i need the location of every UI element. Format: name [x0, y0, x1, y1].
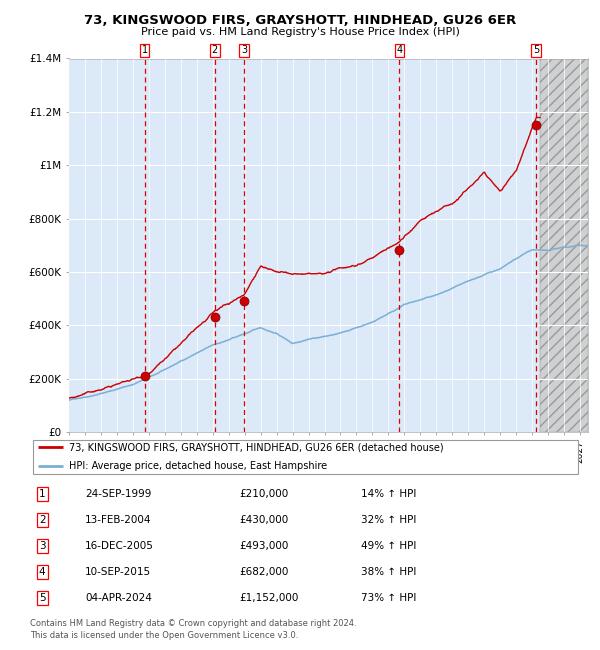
Text: Price paid vs. HM Land Registry's House Price Index (HPI): Price paid vs. HM Land Registry's House …	[140, 27, 460, 37]
Bar	[540, 58, 588, 432]
Text: £430,000: £430,000	[240, 515, 289, 525]
Text: £682,000: £682,000	[240, 567, 289, 577]
Text: 3: 3	[39, 541, 46, 551]
Text: HPI: Average price, detached house, East Hampshire: HPI: Average price, detached house, East…	[68, 461, 327, 471]
Text: 3: 3	[241, 46, 247, 55]
Text: 13-FEB-2004: 13-FEB-2004	[85, 515, 152, 525]
Text: 2: 2	[39, 515, 46, 525]
Text: 14% ↑ HPI: 14% ↑ HPI	[361, 489, 416, 499]
Text: Contains HM Land Registry data © Crown copyright and database right 2024.: Contains HM Land Registry data © Crown c…	[30, 619, 356, 628]
Text: 1: 1	[39, 489, 46, 499]
Text: 24-SEP-1999: 24-SEP-1999	[85, 489, 152, 499]
Text: This data is licensed under the Open Government Licence v3.0.: This data is licensed under the Open Gov…	[30, 630, 298, 640]
Text: 4: 4	[397, 46, 403, 55]
Text: 10-SEP-2015: 10-SEP-2015	[85, 567, 151, 577]
Text: 38% ↑ HPI: 38% ↑ HPI	[361, 567, 416, 577]
Text: 73, KINGSWOOD FIRS, GRAYSHOTT, HINDHEAD, GU26 6ER (detached house): 73, KINGSWOOD FIRS, GRAYSHOTT, HINDHEAD,…	[68, 442, 443, 452]
Text: 49% ↑ HPI: 49% ↑ HPI	[361, 541, 416, 551]
Text: 04-APR-2024: 04-APR-2024	[85, 593, 152, 603]
Text: 73, KINGSWOOD FIRS, GRAYSHOTT, HINDHEAD, GU26 6ER: 73, KINGSWOOD FIRS, GRAYSHOTT, HINDHEAD,…	[84, 14, 516, 27]
Text: 16-DEC-2005: 16-DEC-2005	[85, 541, 154, 551]
Text: £493,000: £493,000	[240, 541, 289, 551]
Text: 5: 5	[39, 593, 46, 603]
Text: 1: 1	[142, 46, 148, 55]
Text: £210,000: £210,000	[240, 489, 289, 499]
Text: 73% ↑ HPI: 73% ↑ HPI	[361, 593, 416, 603]
Text: 4: 4	[39, 567, 46, 577]
FancyBboxPatch shape	[33, 439, 578, 474]
Text: 5: 5	[533, 46, 539, 55]
Text: £1,152,000: £1,152,000	[240, 593, 299, 603]
Bar	[540, 58, 588, 432]
Text: 32% ↑ HPI: 32% ↑ HPI	[361, 515, 416, 525]
Text: 2: 2	[212, 46, 218, 55]
